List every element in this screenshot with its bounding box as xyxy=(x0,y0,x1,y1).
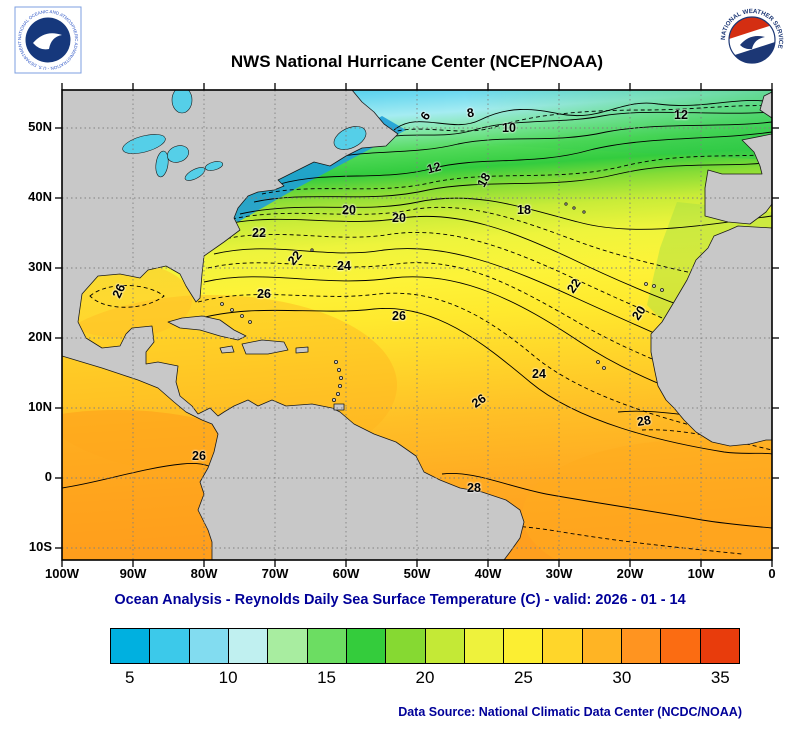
lat-label-50N: 50N xyxy=(28,119,52,134)
lon-label-60W: 60W xyxy=(332,566,360,581)
colorbar-segment-5 xyxy=(307,629,347,663)
island-trinidad xyxy=(333,403,345,411)
colorbar-segment-2 xyxy=(189,629,229,663)
lake-huron xyxy=(167,145,189,163)
lake-ontario xyxy=(204,161,224,171)
lake-erie xyxy=(184,167,206,181)
lat-label-20N: 20N xyxy=(28,329,52,344)
colorbar-tick-5: 5 xyxy=(124,668,135,687)
land-britain xyxy=(759,91,772,119)
colorbar-tick-20: 20 xyxy=(415,668,435,687)
colorbar-tick-35: 35 xyxy=(710,668,730,687)
lon-label-80W: 80W xyxy=(190,566,218,581)
colorbar-segment-11 xyxy=(543,629,583,663)
colorbar-segment-4 xyxy=(268,629,308,663)
lon-label-0: 0 xyxy=(768,566,776,581)
colorbar-segment-13 xyxy=(622,629,662,663)
colorbar-segment-6 xyxy=(346,629,387,663)
colorbar-segment-8 xyxy=(425,629,465,663)
colorbar-tick-25: 25 xyxy=(513,668,533,687)
latitude-axis: 50N 40N 30N 20N 10N 0 10S xyxy=(4,90,56,560)
colorbar-segment-9 xyxy=(464,629,505,663)
colorbar-tick-labels: 5 10 15 20 25 30 35 xyxy=(110,668,740,692)
lon-label-100W: 100W xyxy=(45,566,79,581)
colorbar-segment-10 xyxy=(504,629,544,663)
colorbar-tick-15: 15 xyxy=(317,668,337,687)
nws-logo: NATIONAL WEATHER SERVICE xyxy=(719,7,785,73)
map-caption: Ocean Analysis - Reynolds Daily Sea Surf… xyxy=(114,592,686,608)
nws-emblem-ring xyxy=(728,16,776,64)
graticule xyxy=(62,90,772,560)
land-europe xyxy=(704,133,772,225)
island-hispaniola xyxy=(241,339,289,355)
noaa-gull-icon xyxy=(33,33,62,50)
lat-label-10N: 10N xyxy=(28,399,52,414)
lon-label-70W: 70W xyxy=(261,566,289,581)
james-bay xyxy=(171,90,193,114)
lat-label-30N: 30N xyxy=(28,259,52,274)
lat-label-0: 0 xyxy=(44,469,52,484)
longitude-axis: 100W 90W 80W 70W 60W 50W 40W 30W 20W 10W 0 xyxy=(45,566,776,586)
lake-michigan xyxy=(155,150,169,178)
colorbar-tick-10: 10 xyxy=(218,668,238,687)
island-specks xyxy=(220,202,664,402)
gulf-of-st-lawrence xyxy=(333,126,367,150)
land-africa xyxy=(650,225,772,447)
colorbar-tick-30: 30 xyxy=(612,668,632,687)
island-cuba xyxy=(167,315,247,341)
lon-label-20W: 20W xyxy=(616,566,644,581)
lon-label-90W: 90W xyxy=(119,566,147,581)
noaa-logo: NATIONAL OCEANIC AND ATMOSPHERIC ADMINIS… xyxy=(14,6,82,74)
island-puerto-rico xyxy=(295,346,309,354)
lon-label-30W: 30W xyxy=(545,566,573,581)
data-source-note: Data Source: National Climatic Data Cent… xyxy=(398,705,742,719)
colorbar-segment-7 xyxy=(386,629,426,663)
sst-map xyxy=(55,83,779,567)
colorbar-segment-3 xyxy=(228,629,269,663)
land-masses xyxy=(62,90,772,560)
colorbar-segment-0 xyxy=(111,629,151,663)
nws-bird-icon xyxy=(740,36,765,50)
colorbar-segment-12 xyxy=(582,629,623,663)
colorbar-segment-1 xyxy=(150,629,190,663)
page-title: NWS National Hurricane Center (NCEP/NOAA… xyxy=(230,52,604,71)
island-jamaica xyxy=(219,345,235,354)
lon-label-10W: 10W xyxy=(687,566,715,581)
colorbar-segment-15 xyxy=(700,629,739,663)
lon-label-50W: 50W xyxy=(403,566,431,581)
land-americas xyxy=(62,90,525,560)
sst-colorbar xyxy=(110,628,740,664)
map-frame xyxy=(61,89,773,561)
lat-label-10S: 10S xyxy=(28,539,52,554)
axis-ticks xyxy=(55,83,779,567)
lon-label-40W: 40W xyxy=(474,566,502,581)
nws-emblem xyxy=(729,17,775,63)
colorbar-segment-14 xyxy=(661,629,701,663)
lat-label-40N: 40N xyxy=(28,189,52,204)
